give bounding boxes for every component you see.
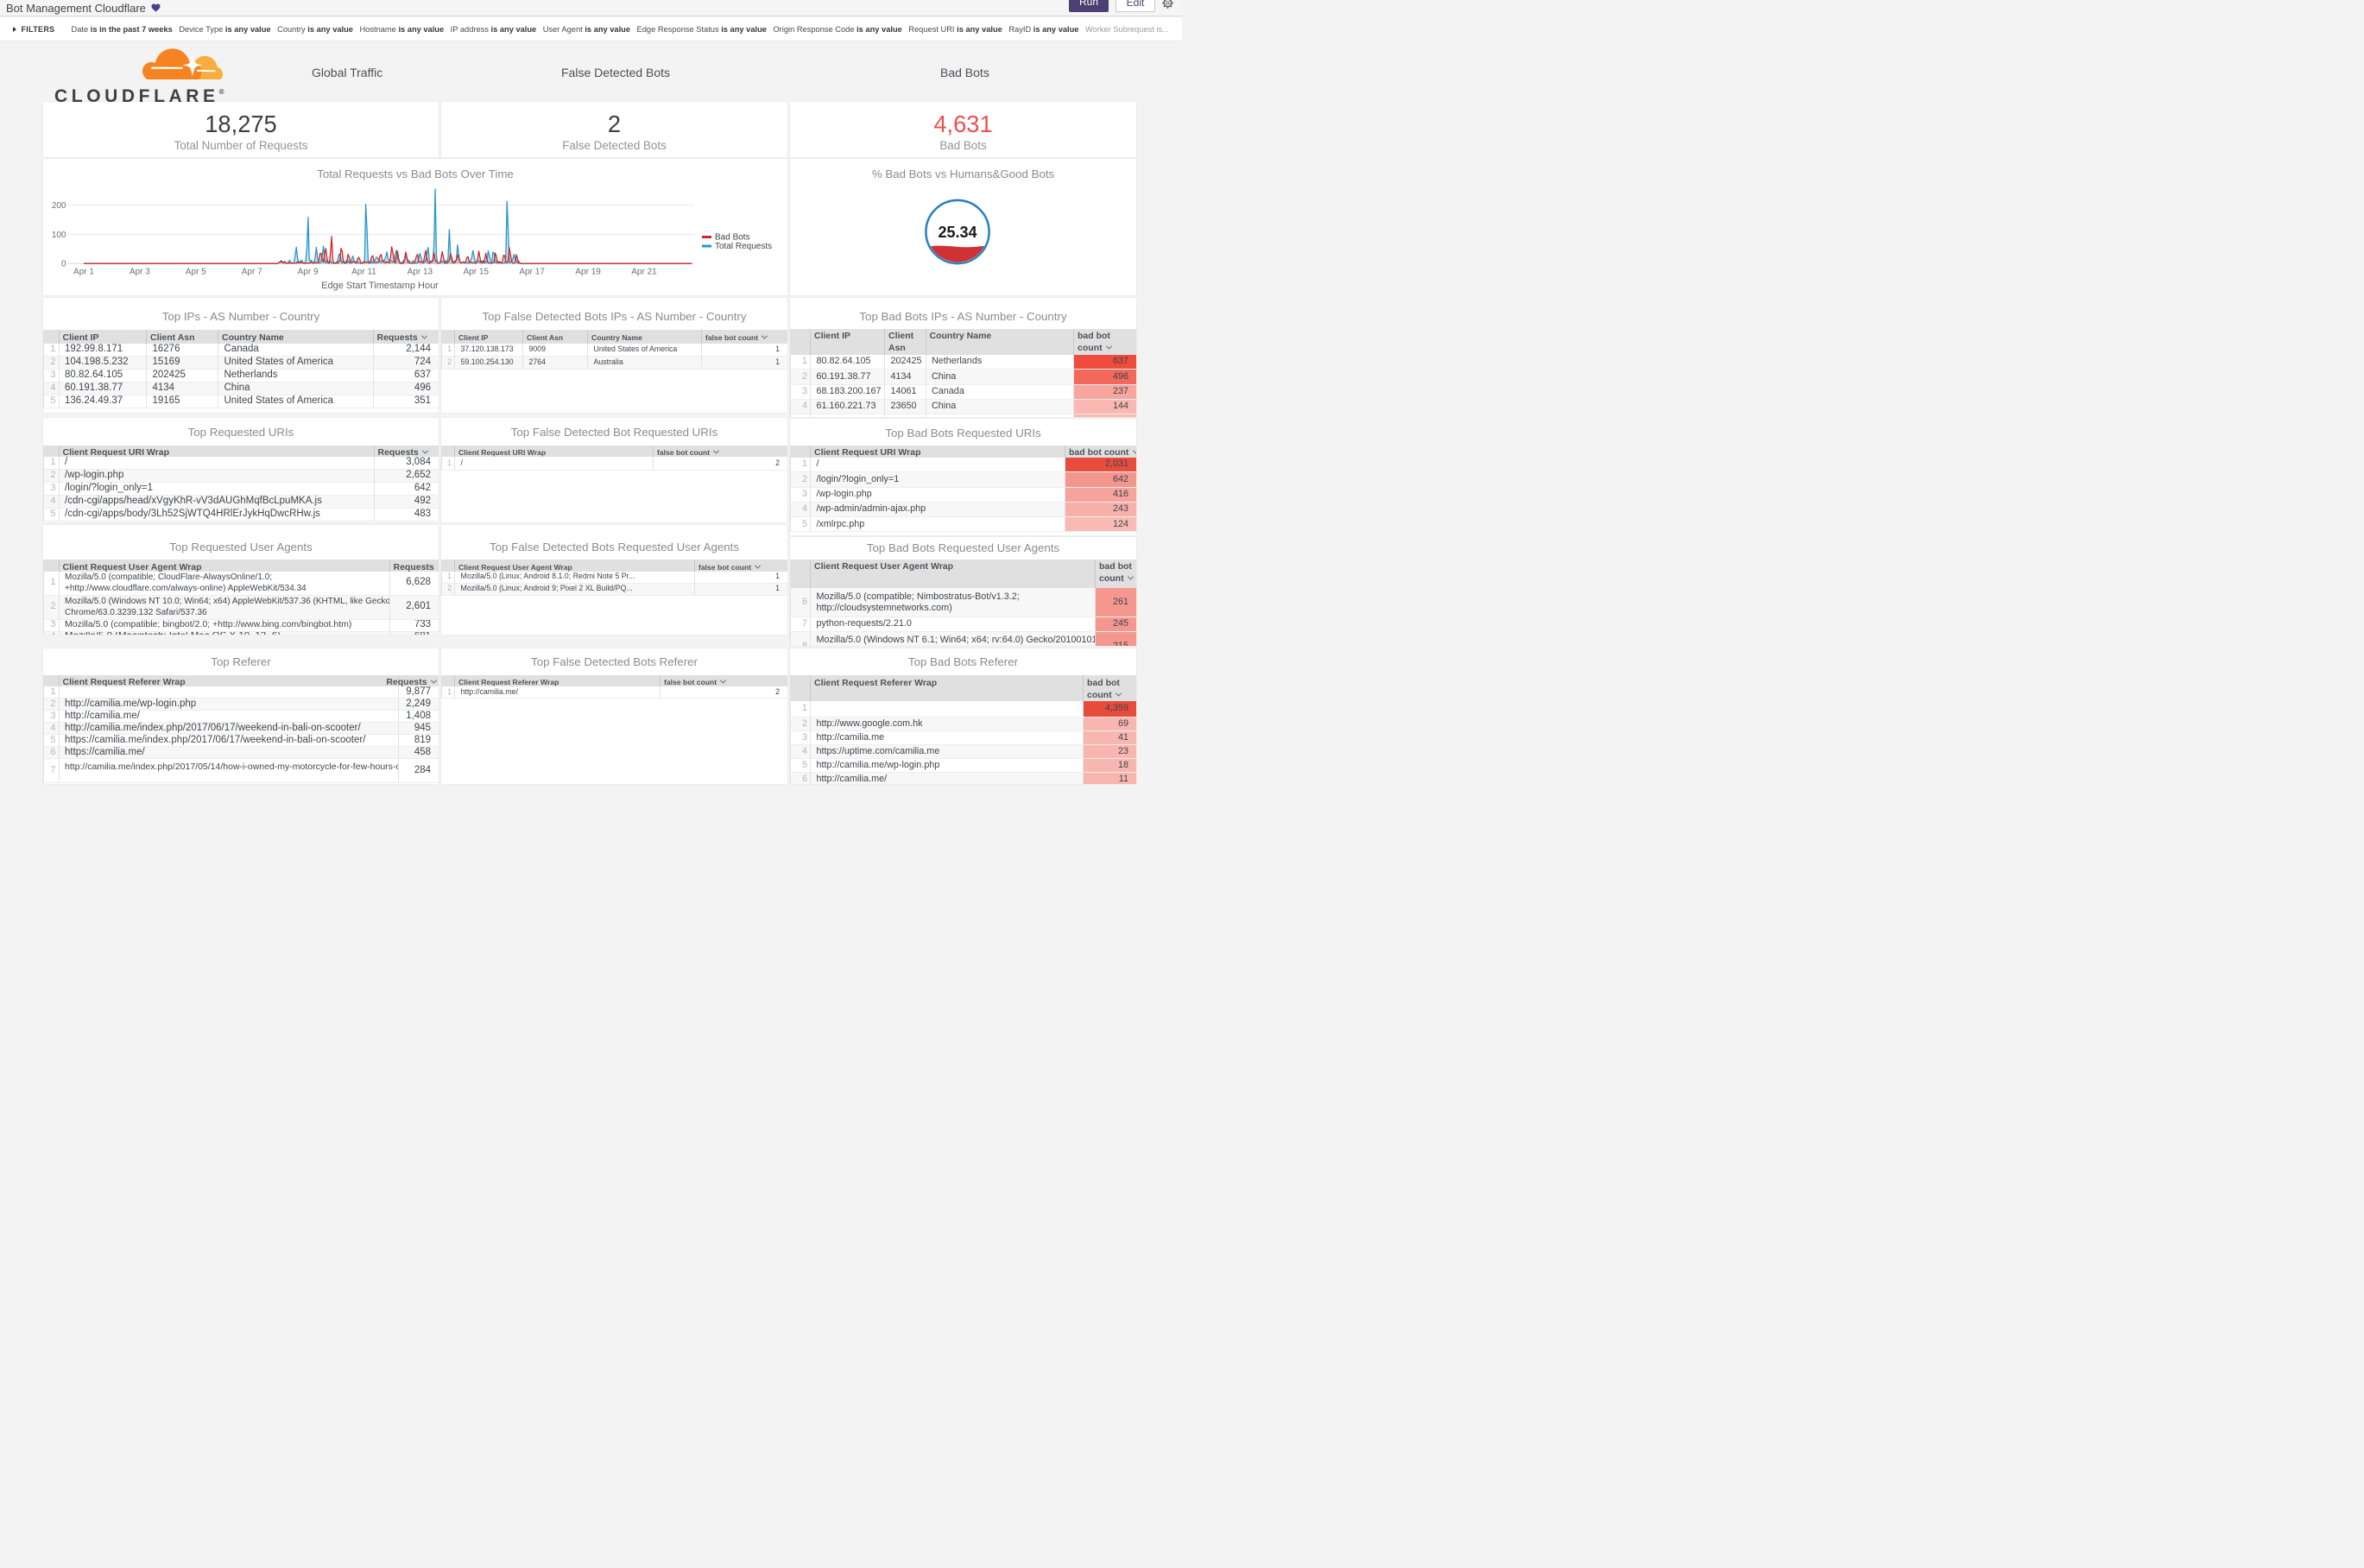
svg-text:25.34: 25.34 [938,224,977,241]
svg-text:Apr 21: Apr 21 [631,268,657,277]
svg-text:Total Requests: Total Requests [715,242,772,251]
svg-text:200: 200 [52,201,66,211]
svg-text:Apr 7: Apr 7 [242,268,262,277]
svg-text:Apr 15: Apr 15 [464,268,490,277]
svg-text:Edge Start Timestamp Hour: Edge Start Timestamp Hour [321,281,439,291]
svg-text:Apr 11: Apr 11 [351,268,376,277]
svg-text:Apr 5: Apr 5 [186,268,206,277]
svg-text:Apr 19: Apr 19 [575,268,601,277]
svg-text:Apr 3: Apr 3 [130,268,150,277]
svg-text:Apr 1: Apr 1 [73,268,94,277]
svg-text:Bad Bots: Bad Bots [715,233,750,243]
svg-text:Apr 17: Apr 17 [519,268,545,277]
svg-text:Apr 13: Apr 13 [408,268,433,277]
svg-text:100: 100 [52,231,66,240]
svg-text:Apr 9: Apr 9 [298,268,319,277]
svg-text:0: 0 [61,260,66,269]
